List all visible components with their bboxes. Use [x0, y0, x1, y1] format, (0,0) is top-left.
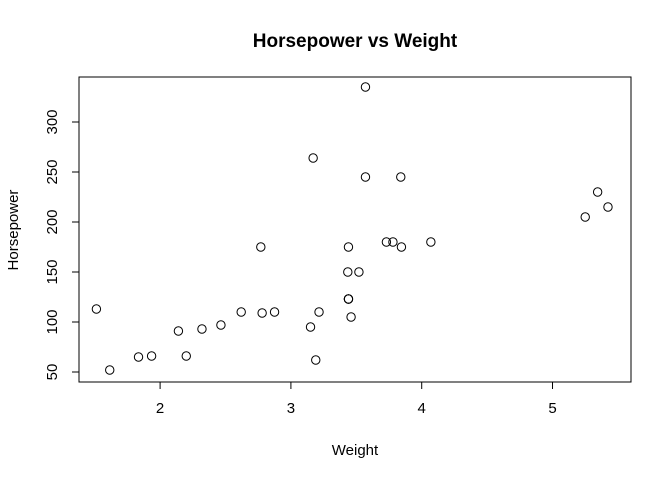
- data-point: [343, 267, 353, 277]
- data-point: [146, 351, 157, 361]
- y-axis-label: Horsepower: [5, 190, 22, 271]
- data-point: [343, 294, 354, 304]
- y-tick-label: 100: [44, 309, 61, 334]
- x-axis: 2 3 4 5: [156, 381, 557, 417]
- data-point: [396, 172, 406, 182]
- data-point: [256, 242, 266, 252]
- data-point: [603, 202, 613, 212]
- data-points: [91, 82, 613, 375]
- chart-title: Horsepower vs Weight: [253, 31, 458, 52]
- x-axis-label: Weight: [332, 442, 379, 459]
- y-tick-label: 300: [44, 109, 61, 134]
- data-point: [396, 242, 407, 252]
- data-point: [216, 320, 226, 330]
- data-point: [360, 82, 371, 92]
- data-point: [360, 172, 371, 182]
- data-point: [388, 237, 398, 247]
- y-axis: 50 100 150 200 250 300: [44, 109, 80, 381]
- y-tick-label: 250: [44, 159, 61, 184]
- data-point: [346, 312, 356, 322]
- y-tick-label: 50: [44, 364, 61, 381]
- data-point: [257, 308, 267, 318]
- data-point: [592, 187, 603, 197]
- data-point: [580, 212, 590, 222]
- data-point: [236, 307, 246, 317]
- data-point: [308, 153, 318, 163]
- data-point: [173, 326, 184, 336]
- plot-frame: [78, 76, 632, 383]
- x-tick-label: 3: [287, 400, 295, 417]
- data-point: [269, 307, 280, 317]
- data-point: [197, 324, 207, 334]
- y-tick-label: 150: [44, 259, 61, 284]
- data-point: [426, 237, 436, 247]
- data-point: [314, 307, 324, 317]
- data-point: [181, 351, 191, 361]
- data-point: [305, 322, 316, 332]
- x-tick-label: 2: [156, 400, 164, 417]
- data-point: [343, 242, 354, 252]
- x-tick-label: 5: [548, 400, 556, 417]
- data-point: [133, 352, 144, 362]
- data-point: [105, 365, 115, 375]
- data-point: [381, 237, 392, 247]
- x-tick-label: 4: [418, 400, 426, 417]
- data-point: [311, 355, 321, 365]
- data-point: [354, 267, 364, 277]
- data-point: [91, 304, 102, 314]
- y-tick-label: 200: [44, 209, 61, 234]
